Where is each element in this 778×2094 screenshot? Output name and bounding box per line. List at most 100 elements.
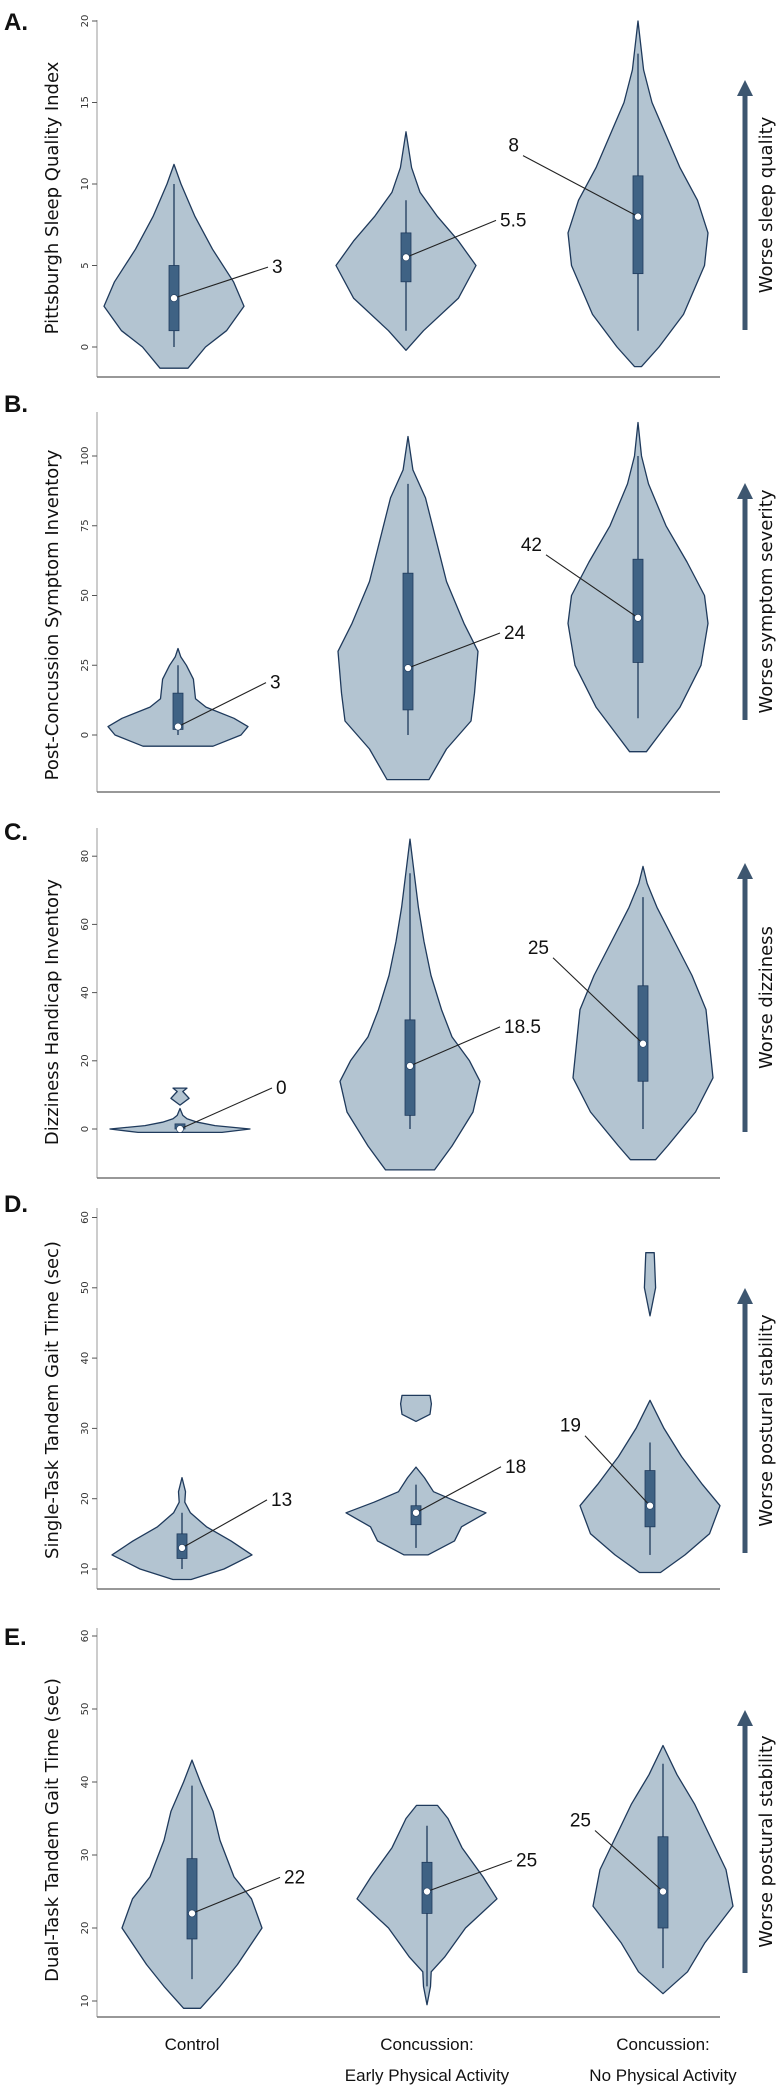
violin-shape — [109, 1107, 251, 1134]
median-dot — [659, 1887, 667, 1896]
iqr-box — [644, 1470, 656, 1528]
iqr-box — [632, 175, 644, 275]
arrow-label: Worse sleep quality — [756, 116, 777, 293]
violin-no-activity: 42 — [521, 421, 709, 753]
median-label: 18 — [505, 1457, 526, 1478]
panel-b: B. 0 25 50 75 100 Post-Concussion Symptom Inve… — [4, 391, 777, 793]
arrow-up-icon — [737, 863, 753, 879]
median-label: 5.5 — [500, 210, 526, 231]
panel-letter: E. — [4, 1624, 27, 1651]
arrow-up-icon — [737, 1710, 753, 1726]
violin-early-activity: 18 — [345, 1394, 526, 1556]
median-label: 0 — [276, 1078, 287, 1099]
median-label: 19 — [560, 1416, 581, 1437]
median-dot — [423, 1887, 431, 1896]
y-axis-label: Single-Task Tandem Gait Time (sec) — [42, 1241, 63, 1559]
panel-c: C. 0 20 40 60 80 Dizziness Handicap Inventory W… — [4, 819, 777, 1179]
y-tick-label: 50 — [80, 589, 91, 602]
violin-early-activity: 5.5 — [335, 131, 526, 351]
median-dot — [634, 212, 642, 221]
y-tick-label: 15 — [80, 96, 91, 109]
median-dot — [634, 614, 642, 622]
y-tick-label: 10 — [80, 1995, 91, 2008]
median-dot — [639, 1039, 647, 1048]
y-tick-label: 10 — [80, 178, 91, 191]
median-dot — [176, 1125, 184, 1133]
y-tick-label: 5 — [80, 262, 91, 268]
median-label: 25 — [516, 1851, 537, 1872]
median-leader-line — [594, 1830, 664, 1892]
y-tick-label: 60 — [80, 918, 91, 931]
median-leader-line — [415, 1466, 502, 1514]
violin-no-activity: 25 — [570, 1744, 734, 1995]
panel-letter: A. — [4, 9, 28, 36]
y-tick-label: 40 — [80, 1352, 91, 1365]
panel-e: E. 10 20 30 40 50 60 Dual-Task Tandem Gait Time… — [4, 1624, 777, 2018]
y-tick-label: 40 — [80, 986, 91, 999]
median-leader-line — [405, 219, 497, 258]
y-tick-label: 30 — [80, 1422, 91, 1435]
median-dot — [646, 1501, 654, 1510]
panel-letter: D. — [4, 1191, 28, 1218]
median-leader-line — [177, 682, 267, 728]
panel-letter: C. — [4, 819, 28, 846]
y-tick-label: 30 — [80, 1849, 91, 1862]
iqr-box — [186, 1858, 198, 1940]
y-tick-label: 20 — [80, 1054, 91, 1067]
violin-no-activity: 25 — [528, 865, 714, 1161]
x-category-label: Concussion: — [616, 2035, 710, 2054]
y-tick-label: 40 — [80, 1776, 91, 1789]
median-leader-line — [173, 266, 269, 299]
median-label: 18.5 — [504, 1017, 541, 1038]
violin-shape — [643, 1252, 657, 1317]
x-category-label: No Physical Activity — [589, 2066, 737, 2085]
median-leader-line — [407, 632, 501, 669]
median-label: 8 — [508, 136, 519, 157]
y-tick-label: 75 — [80, 519, 91, 532]
y-tick-label: 80 — [80, 850, 91, 863]
violin-control: 3 — [103, 163, 283, 369]
median-label: 22 — [284, 1867, 305, 1888]
panel-d: D. 10 20 30 40 50 60 Single-Task Tandem Gait Ti… — [4, 1191, 777, 1590]
median-leader-line — [179, 1087, 273, 1130]
arrow-label: Worse symptom severity — [756, 489, 777, 713]
y-tick-label: 100 — [80, 446, 91, 465]
violin-shape — [170, 1087, 190, 1106]
violin-control: 0 — [109, 1078, 287, 1134]
y-tick-label: 10 — [80, 1563, 91, 1576]
median-leader-line — [545, 554, 639, 619]
arrow-label: Worse postural stability — [756, 1314, 777, 1527]
violin-shape — [399, 1394, 433, 1423]
median-dot — [170, 294, 178, 302]
median-leader-line — [522, 155, 639, 218]
median-leader-line — [552, 957, 644, 1045]
median-label: 25 — [528, 938, 549, 959]
median-dot — [188, 1909, 196, 1918]
median-leader-line — [584, 1435, 651, 1507]
median-label: 3 — [270, 673, 281, 694]
y-axis-label: Post-Concussion Symptom Inventory — [42, 449, 63, 780]
y-tick-label: 50 — [80, 1703, 91, 1716]
arrow-up-icon — [737, 483, 753, 499]
median-dot — [174, 722, 182, 731]
median-leader-line — [426, 1859, 513, 1893]
median-dot — [412, 1508, 420, 1517]
arrow-label: Worse dizziness — [756, 926, 777, 1069]
y-tick-label: 0 — [80, 1126, 91, 1132]
violin-control: 3 — [107, 647, 281, 747]
iqr-box — [657, 1836, 669, 1929]
x-category-label: Concussion: — [380, 2035, 474, 2054]
arrow-up-icon — [737, 80, 753, 96]
y-tick-label: 0 — [80, 344, 91, 350]
iqr-box — [632, 558, 644, 663]
violin-no-activity: 19 — [560, 1252, 721, 1574]
median-dot — [406, 1062, 414, 1070]
median-leader-line — [181, 1499, 268, 1549]
y-tick-label: 0 — [80, 732, 91, 738]
arrow-label: Worse postural stability — [756, 1735, 777, 1948]
violin-no-activity: 8 — [508, 20, 709, 368]
y-tick-label: 50 — [80, 1281, 91, 1294]
median-label: 24 — [504, 623, 526, 644]
violin-early-activity: 24 — [337, 435, 526, 781]
